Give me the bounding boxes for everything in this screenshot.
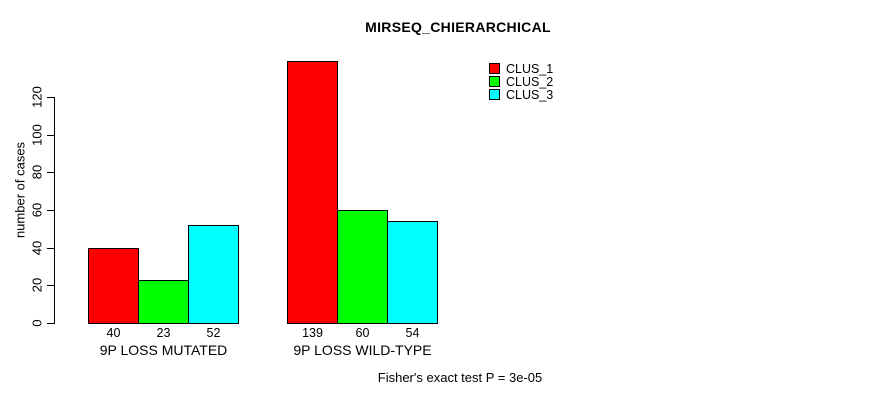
y-axis-label: number of cases	[12, 141, 28, 239]
bar-clus_2-group2	[337, 210, 388, 324]
category-label: 9P LOSS MUTATED	[99, 342, 228, 358]
legend-label: CLUS_1	[506, 61, 554, 76]
y-axis-tick	[47, 323, 54, 324]
bar-clus_3-group2	[387, 221, 438, 324]
bar-value-label: 54	[405, 326, 420, 340]
legend-item-clus_1: CLUS_1	[489, 61, 554, 76]
legend-swatch-clus_3	[489, 89, 500, 100]
y-axis-tick	[47, 134, 54, 136]
y-axis-tick	[47, 285, 54, 287]
legend-item-clus_2: CLUS_2	[489, 74, 554, 89]
y-axis-tick-label: 100	[29, 123, 45, 146]
legend-label: CLUS_3	[506, 87, 554, 102]
caption-fishers-test: Fisher's exact test P = 3e-05	[377, 370, 543, 385]
y-axis-tick	[47, 247, 54, 249]
y-axis-line	[54, 97, 55, 324]
y-axis-tick-label: 120	[29, 86, 45, 108]
category-label: 9P LOSS WILD-TYPE	[293, 342, 432, 358]
legend-item-clus_3: CLUS_3	[489, 87, 554, 102]
bar-clus_2-group1	[138, 279, 189, 324]
legend-swatch-clus_1	[489, 63, 500, 74]
legend-label: CLUS_2	[506, 74, 554, 89]
y-axis-tick	[47, 97, 54, 98]
legend: CLUS_1 CLUS_2 CLUS_3	[489, 61, 554, 102]
bar-value-label: 52	[206, 326, 221, 340]
legend-swatch-clus_2	[489, 76, 500, 87]
chart-title: MIRSEQ_CHIERARCHICAL	[365, 19, 551, 35]
y-axis-tick	[47, 172, 54, 174]
y-axis-tick-label: 0	[29, 319, 45, 327]
bar-value-label: 40	[106, 326, 121, 340]
bar-value-label: 60	[355, 326, 370, 340]
bar-value-label: 23	[156, 326, 171, 340]
y-axis-tick-label: 20	[29, 278, 45, 293]
bar-value-label: 139	[302, 326, 323, 340]
y-axis-tick-label: 60	[29, 202, 45, 218]
y-axis-tick-label: 40	[29, 240, 45, 255]
y-axis-tick-label: 80	[29, 165, 45, 180]
bar-clus_3-group1	[188, 225, 239, 324]
y-axis-tick	[47, 210, 54, 211]
bar-clus_1-group1	[88, 247, 139, 324]
bar-clus_1-group2	[287, 61, 338, 324]
